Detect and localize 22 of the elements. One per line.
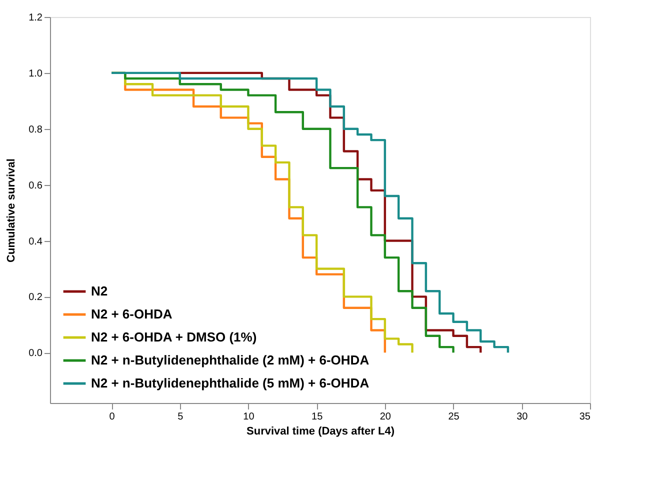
legend-label: N2 + n-Butylidenephthalide (5 mM) + 6-OHDA <box>91 376 370 390</box>
legend-label: N2 + n-Butylidenephthalide (2 mM) + 6-OHDA <box>91 352 370 368</box>
y-axis-title: Cumulative survival <box>6 158 18 262</box>
x-tick-label: 30 <box>516 412 528 422</box>
y-tick-label: 0.2 <box>28 292 43 304</box>
x-tick-label: 10 <box>243 412 255 422</box>
y-tick-label: 0.6 <box>28 180 43 192</box>
y-tick-label: 0.4 <box>28 236 43 248</box>
legend-label: N2 + 6-OHDA <box>91 306 173 322</box>
y-tick-label: 1.2 <box>28 12 43 24</box>
x-tick-label: 35 <box>579 412 591 422</box>
x-axis-title: Survival time (Days after L4) <box>246 426 395 438</box>
legend-label: N2 + 6-OHDA + DMSO (1%) <box>91 330 257 344</box>
x-tick-label: 25 <box>448 412 460 422</box>
y-tick-label: 1.0 <box>28 68 43 80</box>
x-tick-label: 20 <box>380 412 392 422</box>
x-tick-label: 5 <box>178 412 184 422</box>
x-tick-label: 15 <box>312 412 324 422</box>
x-tick-label: 0 <box>109 412 116 422</box>
legend-label: N2 <box>91 284 108 298</box>
y-tick-label: 0.8 <box>28 124 43 136</box>
y-tick-label: 0.0 <box>28 348 43 360</box>
